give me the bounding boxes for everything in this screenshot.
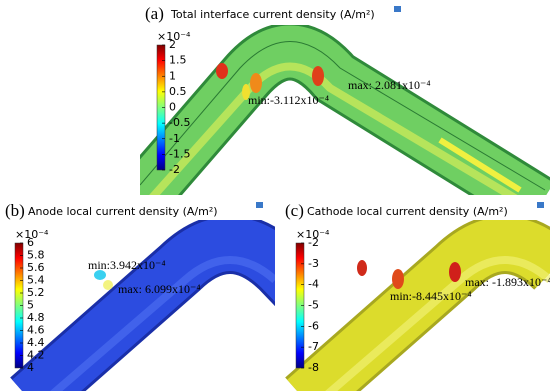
- annotation: max: -1.893x10⁻⁴: [465, 275, 550, 289]
- icon: [394, 6, 401, 12]
- annotation: max: 2.081x10⁻⁴: [348, 78, 431, 92]
- colorbar-tick-label: 5.2: [27, 286, 45, 299]
- colorbar-tick-label: 1.5: [169, 54, 187, 67]
- colorbar-multiplier: ×10⁻⁴: [157, 30, 191, 43]
- colorbar-multiplier: ×10⁻⁴: [15, 228, 49, 241]
- colorbar-tick-label: 5.8: [27, 249, 45, 262]
- annotation: min:3.942x10⁻⁴: [88, 258, 166, 272]
- colorbar-tick-label: -6: [308, 319, 319, 332]
- panel-label: (c): [285, 201, 304, 220]
- colorbar-tick-label: 4.2: [27, 349, 45, 362]
- colorbar-multiplier: ×10⁻⁴: [296, 228, 330, 241]
- annotation: min:-8.445x10⁻⁴: [390, 289, 472, 303]
- colorbar-tick-label: 5.6: [27, 261, 45, 274]
- annotation: max: 6.099x10⁻⁴: [118, 282, 201, 296]
- colorbar-tick-label: 5: [27, 299, 34, 312]
- colorbar-tick-label: 4: [27, 361, 34, 374]
- colorbar-tick-label: -7: [308, 340, 319, 353]
- pipe-c: [285, 220, 550, 391]
- annotation: min:-3.112x10⁻⁴: [248, 93, 329, 107]
- panel-title: Cathode local current density (A/m²): [307, 205, 508, 218]
- panel-title: Total interface current density (A/m²): [170, 8, 375, 21]
- icon: [256, 202, 263, 208]
- icon: [537, 202, 544, 208]
- colorbar-tick-label: -0.5: [169, 116, 190, 129]
- pipe-a: [140, 25, 550, 195]
- colorbar-tick-label: 4.4: [27, 336, 45, 349]
- colorbar-tick-label: -1.5: [169, 147, 190, 160]
- colorbar-tick-label: -2: [169, 163, 180, 176]
- panel-label: (a): [145, 4, 164, 23]
- colorbar-tick-label: -4: [308, 278, 319, 291]
- colorbar-tick-label: -1: [169, 132, 180, 145]
- colorbar-tick-label: 0.5: [169, 85, 187, 98]
- colorbar-tick-label: 5.4: [27, 274, 45, 287]
- panel-label: (b): [5, 201, 25, 220]
- colorbar-tick-label: 4.8: [27, 311, 45, 324]
- pipe-b: [10, 220, 275, 391]
- colorbar-tick-label: -2: [308, 236, 319, 249]
- colorbar-tick-label: -8: [308, 361, 319, 374]
- colorbar-tick-label: 1: [169, 69, 176, 82]
- panel-title: Anode local current density (A/m²): [28, 205, 218, 218]
- colorbar-tick-label: 4.6: [27, 324, 45, 337]
- colorbar-tick-label: 0: [169, 101, 176, 114]
- colorbar-tick-label: 6: [27, 236, 34, 249]
- colorbar-tick-label: -5: [308, 299, 319, 312]
- colorbar-tick-label: -3: [308, 257, 319, 270]
- colorbar-tick-label: 2: [169, 38, 176, 51]
